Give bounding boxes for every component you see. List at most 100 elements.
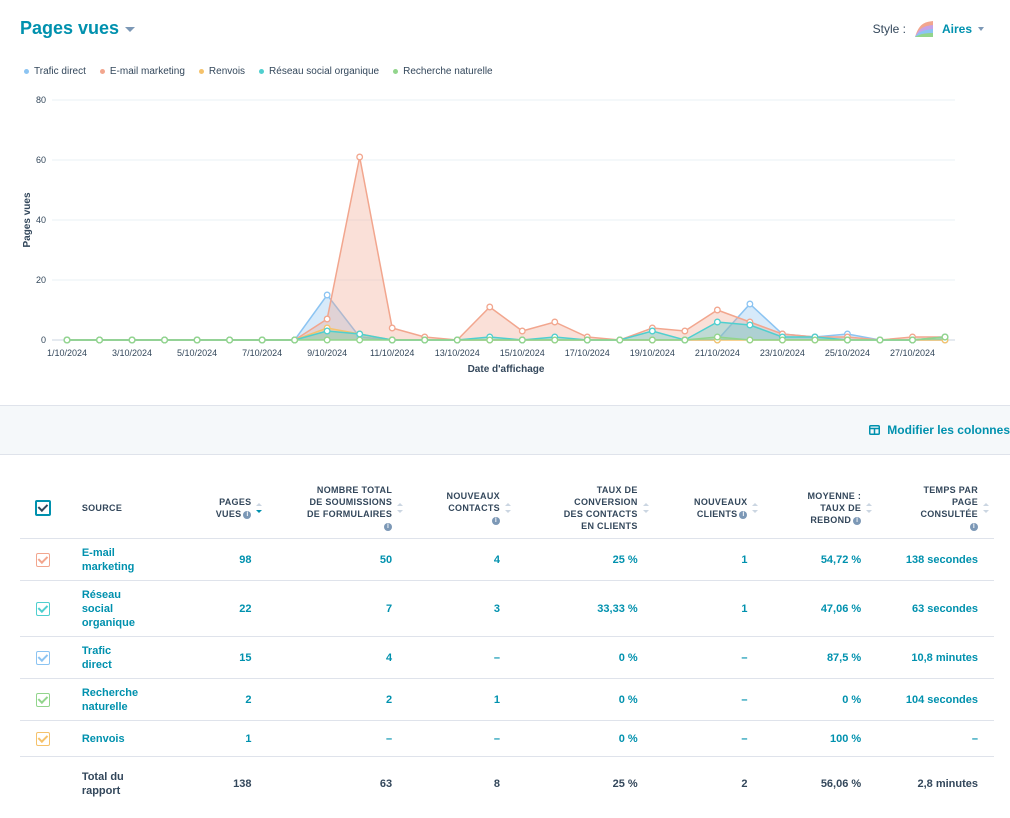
cell-conversion-rate[interactable]: 0 %	[515, 720, 654, 757]
info-icon[interactable]: i	[491, 516, 500, 525]
cell-time-per-page[interactable]: –	[877, 720, 994, 757]
info-icon[interactable]: i	[739, 510, 748, 519]
legend-item-direct[interactable]: Trafic direct	[24, 66, 86, 77]
source-link[interactable]: Trafic direct	[65, 636, 176, 679]
point-organic	[63, 336, 71, 344]
cell-new-clients[interactable]: –	[653, 636, 764, 679]
legend-item-email[interactable]: E-mail marketing	[99, 66, 185, 77]
cell-new-clients[interactable]: –	[653, 678, 764, 721]
column-new-contacts[interactable]: NOUVEAUX CONTACTS i	[408, 478, 516, 539]
column-source[interactable]: SOURCE	[65, 478, 176, 539]
edit-columns-button[interactable]: Modifier les colonnes	[869, 423, 1010, 437]
cell-pageviews[interactable]: 15	[175, 636, 268, 679]
source-name: direct	[81, 658, 112, 671]
cell-new-clients[interactable]: 1	[653, 580, 764, 637]
cell-form-submissions[interactable]: 2	[267, 678, 409, 721]
point-email	[356, 153, 364, 161]
point-organic	[161, 336, 169, 344]
style-dropdown[interactable]: Aires	[942, 22, 984, 36]
y-tick-label: 20	[36, 275, 46, 285]
column-new-clients[interactable]: NOUVEAUX CLIENTS i	[653, 478, 764, 539]
point-organic	[96, 336, 103, 344]
total-time-per-page: 2,8 minutes	[917, 777, 978, 790]
source-link[interactable]: E-mail marketing	[65, 538, 176, 581]
legend-item-social[interactable]: Réseau social organique	[259, 66, 379, 77]
total-label-text: rapport	[81, 784, 121, 797]
legend-label: Réseau social organique	[269, 66, 380, 77]
cell-bounce-rate[interactable]: 54,72 %	[763, 538, 878, 581]
source-name: marketing	[81, 560, 135, 573]
cell-time-per-page[interactable]: 10,8 minutes	[877, 636, 994, 679]
cell-bounce-rate[interactable]: 47,06 %	[763, 580, 878, 637]
source-name: naturelle	[81, 700, 128, 713]
cell-new-contacts[interactable]: 1	[408, 678, 516, 721]
cell-form-submissions[interactable]: 4	[267, 636, 409, 679]
info-icon[interactable]: i	[384, 522, 393, 531]
y-tick-label: 60	[36, 155, 46, 165]
x-tick-label: 9/10/2024	[307, 348, 347, 358]
point-email	[681, 327, 689, 335]
source-link[interactable]: Réseau social organique	[65, 580, 176, 637]
cell-conversion-rate[interactable]: 0 %	[515, 678, 654, 721]
x-tick-label: 15/10/2024	[500, 348, 545, 358]
row-checkbox[interactable]	[35, 650, 50, 665]
source-link[interactable]: Recherche naturelle	[65, 678, 176, 721]
column-conversion-rate[interactable]: TAUX DE CONVERSION DES CONTACTS EN CLIENTS	[515, 478, 654, 539]
legend-label: Recherche naturelle	[403, 66, 493, 77]
cell-pageviews[interactable]: 1	[175, 720, 268, 757]
info-icon[interactable]: i	[853, 516, 862, 525]
cell-pageviews[interactable]: 2	[175, 678, 268, 721]
cell-new-contacts[interactable]: 4	[408, 538, 516, 581]
cell-form-submissions[interactable]: 7	[267, 580, 409, 637]
info-icon[interactable]: i	[970, 522, 978, 531]
cell-time-per-page[interactable]: 104 secondes	[877, 678, 994, 721]
cell-time-per-page[interactable]: 138 secondes	[877, 538, 994, 581]
column-label: CONTACTS	[448, 503, 500, 513]
point-organic	[128, 336, 136, 344]
cell-form-submissions[interactable]: –	[267, 720, 409, 757]
point-organic	[551, 336, 559, 344]
row-checkbox[interactable]	[35, 692, 50, 707]
cell-pageviews[interactable]: 22	[175, 580, 268, 637]
x-tick-label: 7/10/2024	[242, 348, 282, 358]
row-checkbox[interactable]	[35, 601, 50, 616]
source-link[interactable]: Renvois	[65, 720, 176, 757]
cell-new-contacts[interactable]: –	[408, 720, 516, 757]
cell-bounce-rate[interactable]: 87,5 %	[763, 636, 878, 679]
column-label: PAGE	[951, 497, 978, 507]
column-label: CONVERSION	[574, 497, 638, 507]
cell-form-submissions[interactable]: 50	[267, 538, 409, 581]
column-label: EN CLIENTS	[581, 521, 638, 531]
cell-conversion-rate[interactable]: 33,33 %	[515, 580, 654, 637]
column-pageviews[interactable]: PAGES VUES i	[175, 478, 268, 539]
cell-new-contacts[interactable]: –	[408, 636, 516, 679]
legend-item-organic[interactable]: Recherche naturelle	[393, 66, 493, 77]
cell-time-per-page[interactable]: 63 secondes	[877, 580, 994, 637]
cell-pageviews[interactable]: 98	[175, 538, 268, 581]
total-label: Total du rapport	[66, 757, 176, 811]
column-label: CLIENTS	[696, 509, 738, 519]
total-new-clients: 2	[741, 777, 748, 790]
cell-bounce-rate[interactable]: 100 %	[763, 720, 878, 757]
column-bounce-rate[interactable]: MOYENNE : TAUX DE REBOND i	[763, 478, 878, 539]
cell-new-clients[interactable]: –	[653, 720, 764, 757]
select-all-checkbox[interactable]	[34, 500, 51, 516]
column-form-submissions[interactable]: NOMBRE TOTAL DE SOUMISSIONS DE FORMULAIRES…	[267, 478, 409, 539]
cell-new-contacts[interactable]: 3	[408, 580, 516, 637]
cell-bounce-rate[interactable]: 0 %	[763, 678, 878, 721]
sort-icon	[752, 503, 759, 513]
row-checkbox[interactable]	[35, 552, 50, 567]
column-label: VUES	[215, 509, 242, 519]
cell-conversion-rate[interactable]: 0 %	[515, 636, 654, 679]
cell-conversion-rate[interactable]: 25 %	[515, 538, 654, 581]
info-icon[interactable]: i	[243, 510, 252, 519]
report-title-dropdown[interactable]: Pages vues	[20, 18, 136, 39]
legend-item-referrals[interactable]: Renvois	[198, 66, 245, 77]
cell-new-clients[interactable]: 1	[653, 538, 764, 581]
sort-icon	[642, 503, 650, 513]
style-value: Aires	[941, 22, 972, 36]
area-chart-icon[interactable]	[914, 20, 934, 38]
column-time-per-page[interactable]: TEMPS PAR PAGE CONSULTÉE i	[877, 478, 994, 539]
x-tick-label: 27/10/2024	[890, 348, 935, 358]
row-checkbox[interactable]	[35, 731, 50, 746]
